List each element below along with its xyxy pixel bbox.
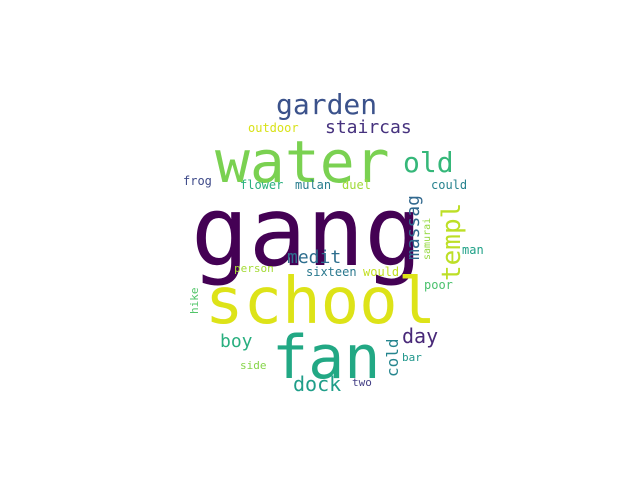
word-garden: garden bbox=[276, 88, 377, 121]
word-outdoor: outdoor bbox=[248, 121, 299, 135]
word-could: could bbox=[431, 178, 467, 192]
word-man: man bbox=[462, 243, 484, 257]
word-poor: poor bbox=[424, 278, 453, 292]
word-bar: bar bbox=[402, 351, 422, 364]
word-medit: medit bbox=[287, 247, 341, 268]
word-school: school bbox=[205, 265, 436, 339]
word-boy: boy bbox=[220, 331, 253, 352]
word-side: side bbox=[240, 359, 267, 372]
word-fan: fan bbox=[272, 323, 380, 393]
word-water: water bbox=[215, 128, 390, 196]
word-day: day bbox=[402, 324, 438, 348]
word-frog: frog bbox=[183, 174, 212, 188]
word-old: old bbox=[403, 146, 454, 179]
word-hike: hike bbox=[188, 288, 201, 315]
word-dock: dock bbox=[293, 372, 341, 396]
word-flower: flower bbox=[240, 178, 283, 192]
word-staircas: staircas bbox=[325, 117, 412, 138]
word-massag: massag bbox=[403, 195, 424, 260]
word-mulan: mulan bbox=[295, 178, 331, 192]
word-would: would bbox=[363, 265, 399, 279]
word-templ: templ bbox=[437, 203, 467, 281]
word-two: two bbox=[352, 376, 372, 389]
word-person: person bbox=[234, 262, 274, 275]
word-gang: gang bbox=[191, 176, 422, 288]
word-duel: duel bbox=[342, 178, 371, 192]
word-cold: cold bbox=[383, 338, 402, 377]
word-samurai: samurai bbox=[422, 218, 433, 260]
word-sixteen: sixteen bbox=[306, 265, 357, 279]
